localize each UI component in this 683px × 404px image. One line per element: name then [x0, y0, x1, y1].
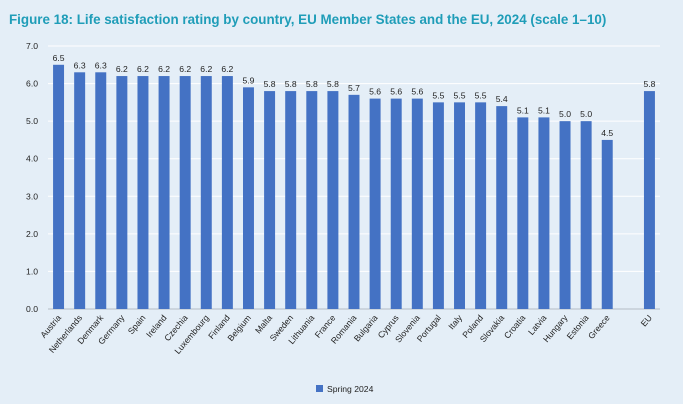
bar: [179, 76, 191, 309]
data-label: 5.6: [411, 87, 423, 97]
x-tick-label: Estonia: [565, 313, 591, 342]
y-tick-label: 3.0: [26, 191, 38, 201]
data-label: 6.2: [137, 64, 149, 74]
x-tick-label: Croatia: [502, 313, 528, 341]
data-label: 5.1: [517, 105, 529, 115]
data-label: 4.5: [601, 128, 613, 138]
data-label: 6.5: [53, 53, 65, 63]
data-label: 5.0: [559, 109, 571, 119]
bar: [242, 87, 254, 309]
bar: [221, 76, 233, 309]
data-label: 6.3: [95, 60, 107, 70]
data-label: 5.5: [475, 90, 487, 100]
y-tick-label: 1.0: [26, 266, 38, 276]
bar: [538, 117, 550, 309]
data-label: 5.5: [432, 90, 444, 100]
bar: [95, 72, 107, 309]
bar: [643, 91, 655, 309]
data-label: 5.4: [496, 94, 508, 104]
data-label: 5.8: [285, 79, 297, 89]
data-label: 5.6: [369, 87, 381, 97]
x-tick-label: Greece: [586, 313, 612, 341]
data-label: 5.7: [348, 83, 360, 93]
bar: [432, 102, 444, 309]
y-axis-ticks: 0.0 1.0 2.0 3.0 4.0 5.0 6.0 7.0: [26, 41, 38, 314]
data-label: 6.3: [74, 60, 86, 70]
bar: [348, 94, 360, 309]
y-tick-label: 2.0: [26, 229, 38, 239]
bar: [306, 91, 318, 309]
data-label: 5.5: [454, 90, 466, 100]
bar: [53, 64, 65, 310]
bar: [137, 76, 149, 309]
data-label: 6.2: [116, 64, 128, 74]
bar: [74, 72, 86, 309]
legend: Spring 2024: [316, 384, 374, 394]
bar: [200, 76, 212, 309]
chart-title: Figure 18: Life satisfaction rating by c…: [9, 12, 607, 27]
data-label: 5.8: [327, 79, 339, 89]
bar: [454, 102, 466, 309]
data-label: 6.2: [158, 64, 170, 74]
y-tick-label: 4.0: [26, 154, 38, 164]
data-labels: 6.5 6.3 6.3 6.2 6.2 6.2 6.2 6.2 6.2 5.9 5.8 5.8 5.8 5…: [53, 53, 656, 138]
bar: [601, 139, 613, 309]
data-label: 5.8: [264, 79, 276, 89]
legend-swatch: [316, 385, 323, 392]
x-tick-label: Italy: [446, 312, 464, 331]
bar: [116, 76, 128, 309]
bar: [369, 98, 381, 309]
bar: [411, 98, 423, 309]
y-tick-label: 0.0: [26, 304, 38, 314]
x-tick-label: EU: [639, 313, 654, 329]
data-label: 6.2: [221, 64, 233, 74]
data-label: 5.1: [538, 105, 550, 115]
bar: [264, 91, 276, 309]
bar: [496, 106, 508, 309]
bar: [390, 98, 402, 309]
bar: [559, 121, 571, 310]
y-tick-label: 6.0: [26, 79, 38, 89]
bar: [327, 91, 339, 309]
bar: [580, 121, 592, 310]
data-label: 6.2: [179, 64, 191, 74]
bars: [53, 64, 655, 310]
data-label: 5.0: [580, 109, 592, 119]
data-label: 5.9: [243, 75, 255, 85]
bar: [158, 76, 170, 309]
bar: [517, 117, 529, 309]
bar: [285, 91, 297, 309]
legend-label: Spring 2024: [327, 384, 374, 394]
y-tick-label: 7.0: [26, 41, 38, 51]
data-label: 5.6: [390, 87, 402, 97]
data-label: 5.8: [306, 79, 318, 89]
y-tick-label: 5.0: [26, 116, 38, 126]
data-label: 5.8: [643, 79, 655, 89]
data-label: 6.2: [200, 64, 212, 74]
bar: [475, 102, 487, 309]
